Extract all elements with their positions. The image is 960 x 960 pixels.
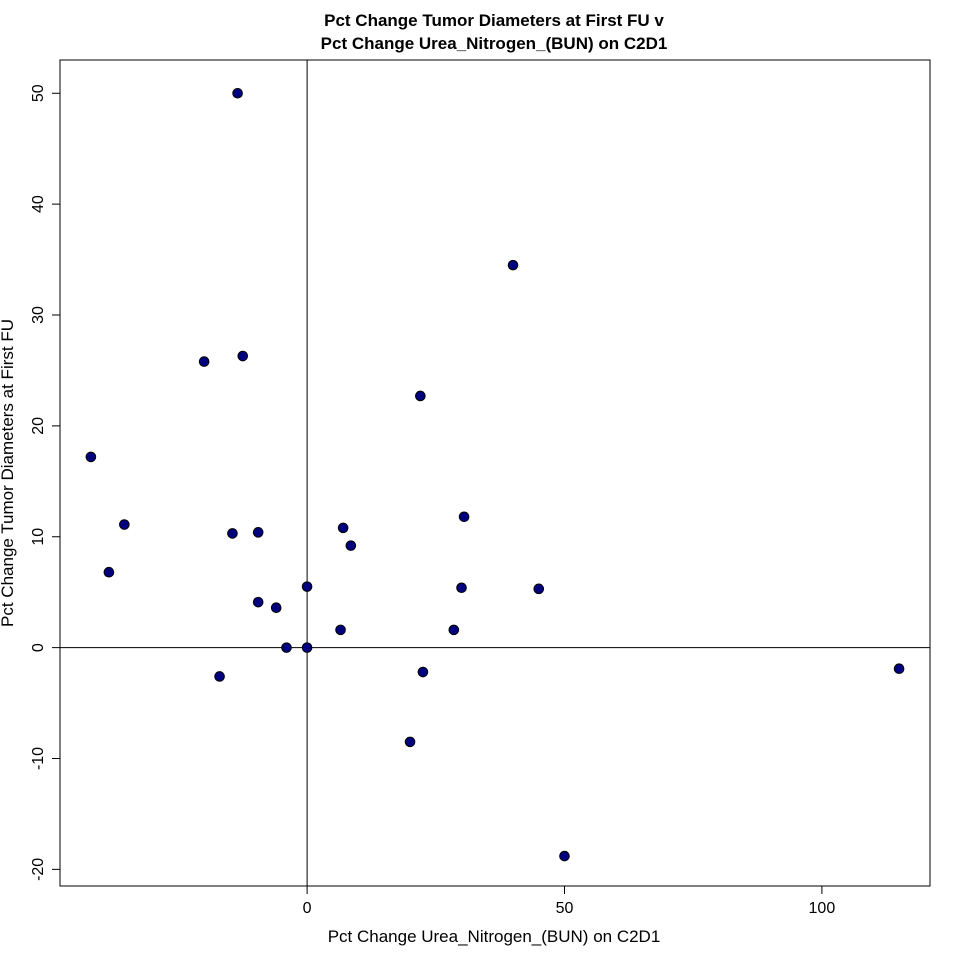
data-point	[559, 850, 570, 862]
x-axis-label: Pct Change Urea_Nitrogen_(BUN) on C2D1	[328, 927, 661, 946]
data-point	[456, 582, 467, 594]
data-point	[85, 451, 97, 463]
chart-title: Pct Change Tumor Diameters at First FU v	[324, 11, 664, 30]
data-point	[270, 602, 282, 614]
x-tick-label: 0	[303, 900, 312, 917]
y-axis-label: Pct Change Tumor Diameters at First FU	[0, 319, 17, 627]
data-point	[335, 624, 346, 636]
data-point	[448, 624, 460, 636]
data-point	[404, 736, 416, 748]
data-point	[458, 511, 470, 523]
data-point	[252, 596, 264, 608]
data-point	[119, 519, 130, 530]
data-point	[198, 356, 210, 367]
x-tick-label: 100	[809, 900, 836, 917]
chart-subtitle: Pct Change Urea_Nitrogen_(BUN) on C2D1	[321, 34, 668, 53]
data-point	[301, 581, 313, 592]
data-point	[337, 522, 349, 534]
data-point	[232, 87, 243, 99]
data-point	[415, 390, 426, 402]
y-tick-label: -10	[30, 747, 47, 770]
x-tick-label: 50	[556, 900, 574, 917]
data-points	[85, 87, 905, 862]
x-axis: 0 50 100	[303, 886, 836, 917]
y-tick-label: 0	[30, 643, 47, 652]
y-tick-label: 40	[30, 195, 47, 213]
data-point	[507, 259, 519, 271]
data-point	[103, 566, 115, 578]
y-tick-label: -20	[30, 858, 47, 881]
data-point	[227, 528, 238, 539]
y-axis: -20 -10 0 10 20 30 40 50	[30, 84, 60, 881]
y-tick-label: 20	[30, 417, 47, 435]
data-point	[214, 671, 225, 682]
plot-frame	[59, 59, 931, 887]
data-point	[893, 663, 905, 674]
y-tick-label: 50	[30, 84, 47, 102]
data-point	[252, 527, 264, 538]
data-point	[237, 350, 249, 362]
data-point	[281, 642, 292, 653]
y-tick-label: 10	[30, 528, 47, 546]
data-point	[417, 666, 429, 678]
data-point	[345, 540, 357, 551]
data-point	[533, 583, 545, 595]
y-tick-label: 30	[30, 306, 47, 324]
data-point	[301, 642, 313, 653]
